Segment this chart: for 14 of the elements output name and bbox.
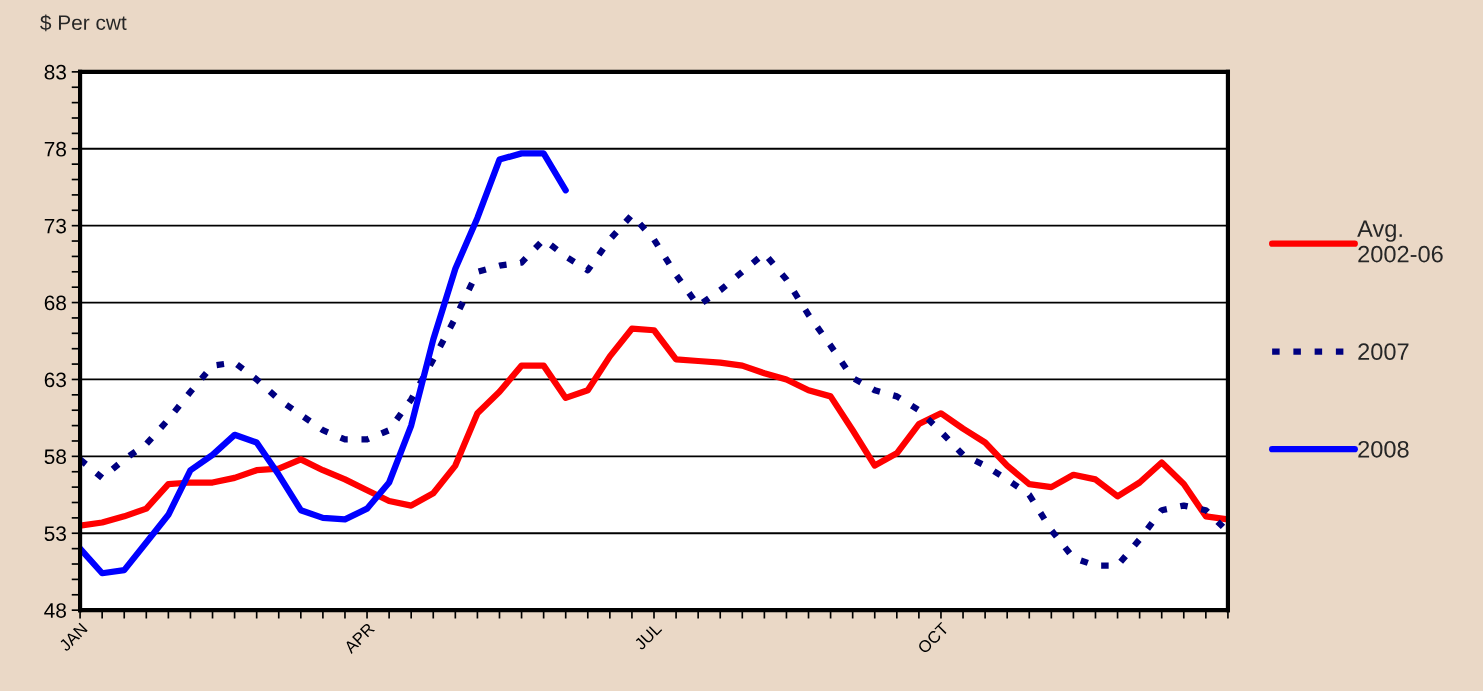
y-tick-label: 53 [44, 526, 66, 542]
y-tick-label: 63 [44, 372, 66, 388]
y-tick-label: 48 [44, 603, 66, 618]
y-tick-label: 68 [44, 295, 66, 311]
legend-label: 2007 [1358, 343, 1409, 361]
x-tick-label: JAN [58, 622, 88, 652]
y-tick-label: 58 [44, 449, 66, 465]
y-axis-title: $ Per cwt [40, 14, 127, 32]
legend-label: 2008 [1358, 440, 1409, 458]
y-tick-label: 73 [44, 218, 66, 234]
legend-label: Avg. 2002-06 [1357, 220, 1443, 263]
y-tick-label: 78 [44, 141, 66, 157]
x-tick-label: JUL [633, 622, 663, 651]
y-tick-label: 83 [44, 64, 66, 80]
